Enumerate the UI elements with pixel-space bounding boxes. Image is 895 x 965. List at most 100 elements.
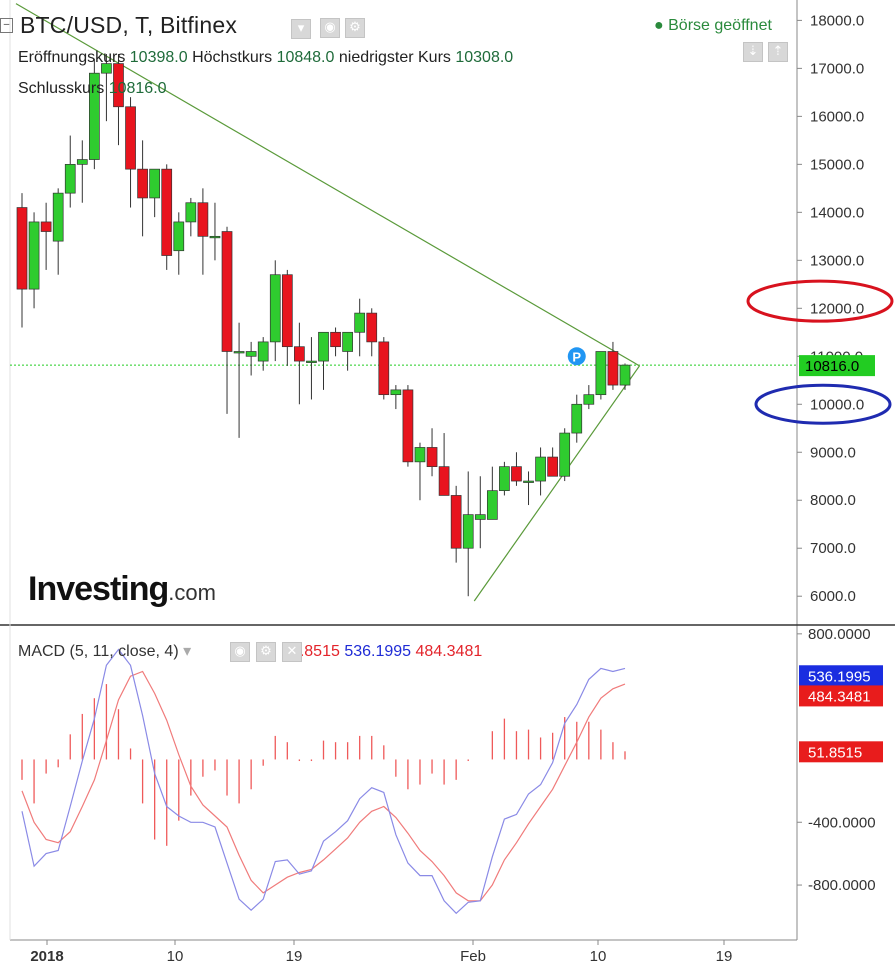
price-tick-label: 7000.0	[810, 540, 856, 557]
settings-icon[interactable]: ⚙	[256, 642, 276, 662]
status-dot-icon: ●	[654, 17, 664, 34]
visibility-icon[interactable]: ◉	[230, 642, 250, 662]
visibility-icon[interactable]: ◉	[320, 18, 340, 38]
candle-body	[462, 514, 474, 549]
candle-body	[294, 346, 305, 362]
candle-body	[257, 341, 269, 362]
candle-body	[197, 202, 209, 237]
candle-body	[40, 221, 52, 232]
candle-body	[52, 192, 64, 242]
dropdown-arrow-icon[interactable]: ▾	[183, 643, 192, 660]
open-value: 10398.0	[129, 49, 188, 66]
candle-body	[619, 364, 631, 386]
annotation-ellipse-red	[746, 279, 894, 323]
candle-body	[269, 274, 281, 343]
price-tick-label: 14000.0	[810, 204, 864, 221]
time-tick-label: 10	[590, 948, 607, 965]
settings-icon[interactable]: ⚙	[345, 18, 365, 38]
candle-body	[583, 394, 595, 405]
candle-body	[438, 466, 450, 496]
annotation-ellipse-blue	[754, 383, 892, 425]
close-value: 10816.0	[108, 80, 167, 97]
candle-body	[595, 351, 607, 396]
high-value: 10848.0	[276, 49, 335, 66]
last-price-tag-label: 10816.0	[805, 358, 859, 375]
candle-body	[125, 106, 136, 170]
low-label: niedrigster Kurs	[338, 49, 451, 66]
low-value: 10308.0	[455, 49, 514, 66]
collapse-icon[interactable]: –	[0, 18, 13, 33]
candle-body	[547, 456, 558, 477]
candle-body	[450, 495, 462, 549]
candle-body	[113, 63, 124, 108]
chart-title: BTC/USD, T, Bitfinex	[20, 12, 238, 38]
macd-line-tag	[799, 665, 883, 687]
price-tick-label: 12000.0	[810, 300, 864, 317]
price-tick-label: 13000.0	[810, 252, 864, 269]
time-tick-label: 2018	[30, 948, 63, 965]
candle-body	[342, 331, 353, 352]
candle-body	[559, 432, 571, 477]
last-price-tag	[799, 355, 875, 377]
macd-line-value: 536.1995	[344, 643, 412, 660]
candle-body	[535, 456, 546, 482]
candle-body	[511, 466, 522, 482]
macd-legend-label: MACD (5, 11, close, 4)	[18, 643, 179, 660]
event-marker	[567, 347, 586, 366]
macd-tick-label: -800.0000	[808, 877, 876, 894]
macd-tick-label: -400.0000	[808, 814, 876, 831]
candle-body	[366, 312, 378, 343]
candle-body	[426, 447, 438, 468]
time-tick-label: 19	[286, 948, 303, 965]
candle-body	[137, 168, 148, 199]
candle-body	[354, 312, 366, 333]
price-tick-label: 15000.0	[810, 156, 864, 173]
close-icon[interactable]: ✕	[282, 642, 302, 662]
macd-line-tag-label: 536.1995	[808, 668, 871, 685]
candle-body	[486, 490, 498, 520]
signal-line	[21, 670, 626, 902]
candle-body	[330, 331, 341, 348]
price-tick-label: 6000.0	[810, 588, 856, 605]
candle-body	[474, 514, 486, 520]
candle-body	[101, 63, 112, 74]
open-label: Eröffnungskurs	[18, 49, 126, 66]
logo-main: Investing	[28, 570, 169, 608]
candle-body	[16, 207, 28, 290]
candle-body	[76, 159, 88, 165]
macd-tick-label: 800.0000	[808, 626, 871, 643]
market-status: ● Börse geöffnet	[654, 17, 772, 35]
signal-line-tag	[799, 685, 883, 707]
event-marker-label: P	[572, 349, 581, 364]
macd-line	[21, 648, 626, 915]
high-label: Höchstkurs	[192, 49, 273, 66]
candle-body	[402, 389, 414, 463]
time-tick-label: 19	[716, 948, 733, 965]
time-tick-label: 10	[167, 948, 184, 965]
candle-body	[318, 331, 329, 362]
signal-line-tag-label: 484.3481	[808, 688, 871, 705]
candle-body	[607, 351, 619, 386]
candle-body	[571, 403, 583, 434]
candle-body	[221, 231, 233, 352]
price-tick-label: 17000.0	[810, 60, 864, 77]
dropdown-arrow-icon[interactable]: ▾	[291, 19, 311, 39]
candle-body	[414, 447, 426, 463]
scroll-down-icon[interactable]: ⇣	[743, 42, 763, 62]
price-tick-label: 16000.0	[810, 108, 864, 125]
macd-legend: MACD (5, 11, close, 4) ▾ 51.8515 536.199…	[18, 641, 482, 661]
scroll-up-icon[interactable]: ⇡	[768, 42, 788, 62]
candle-body	[89, 72, 100, 160]
candle-body	[173, 221, 185, 252]
candle-body	[149, 168, 161, 199]
candle-body	[209, 235, 221, 239]
candle-body	[499, 466, 510, 491]
candle-body	[306, 360, 317, 363]
candle-body	[523, 480, 534, 483]
time-tick-label: Feb	[460, 948, 486, 965]
close-legend: Schlusskurs 10816.0	[18, 80, 167, 98]
histogram-tag-label: 51.8515	[808, 744, 862, 761]
macd-signal-value: 484.3481	[415, 643, 483, 660]
candle-body	[390, 389, 402, 396]
